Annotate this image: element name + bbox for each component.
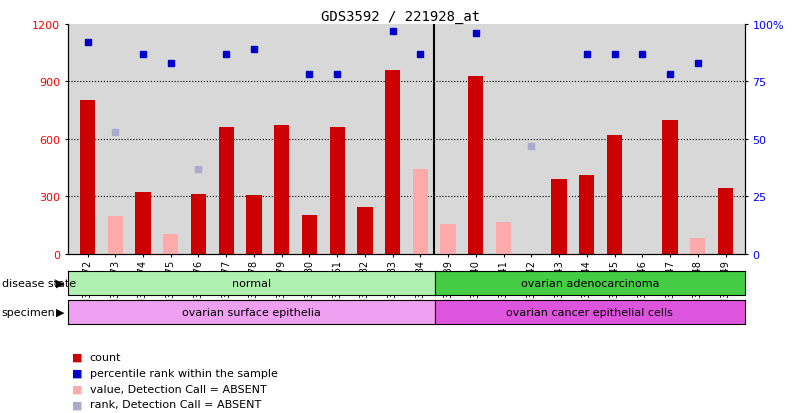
Bar <box>607 135 622 254</box>
Text: disease state: disease state <box>2 278 76 288</box>
Text: ovarian surface epithelia: ovarian surface epithelia <box>182 307 321 317</box>
Text: percentile rank within the sample: percentile rank within the sample <box>90 368 278 378</box>
Bar <box>496 223 511 254</box>
Text: ovarian cancer epithelial cells: ovarian cancer epithelial cells <box>506 307 674 317</box>
Text: specimen: specimen <box>2 307 55 317</box>
Bar <box>135 193 151 254</box>
Text: ■: ■ <box>72 368 83 378</box>
Bar <box>551 180 566 254</box>
Bar <box>107 217 123 254</box>
Bar <box>718 188 733 254</box>
Bar <box>579 176 594 254</box>
Bar <box>80 101 95 254</box>
Bar <box>357 207 372 254</box>
Bar <box>469 76 484 254</box>
Bar <box>219 128 234 254</box>
Bar <box>329 128 344 254</box>
Text: value, Detection Call = ABSENT: value, Detection Call = ABSENT <box>90 384 267 394</box>
Bar <box>302 216 317 254</box>
Bar <box>662 120 678 254</box>
Bar <box>413 170 428 254</box>
Text: GDS3592 / 221928_at: GDS3592 / 221928_at <box>321 10 480 24</box>
Text: normal: normal <box>231 278 271 288</box>
Bar <box>163 235 179 254</box>
Bar <box>385 71 400 254</box>
Text: ▶: ▶ <box>55 307 64 317</box>
Text: ovarian adenocarcinoma: ovarian adenocarcinoma <box>521 278 659 288</box>
Text: ■: ■ <box>72 399 83 409</box>
Bar <box>191 195 206 254</box>
Bar <box>690 239 706 254</box>
Bar <box>441 224 456 254</box>
Bar <box>274 126 289 254</box>
Text: ■: ■ <box>72 352 83 362</box>
Bar <box>247 196 262 254</box>
Text: ▶: ▶ <box>55 278 64 288</box>
Text: ■: ■ <box>72 384 83 394</box>
Text: rank, Detection Call = ABSENT: rank, Detection Call = ABSENT <box>90 399 261 409</box>
Text: count: count <box>90 352 121 362</box>
